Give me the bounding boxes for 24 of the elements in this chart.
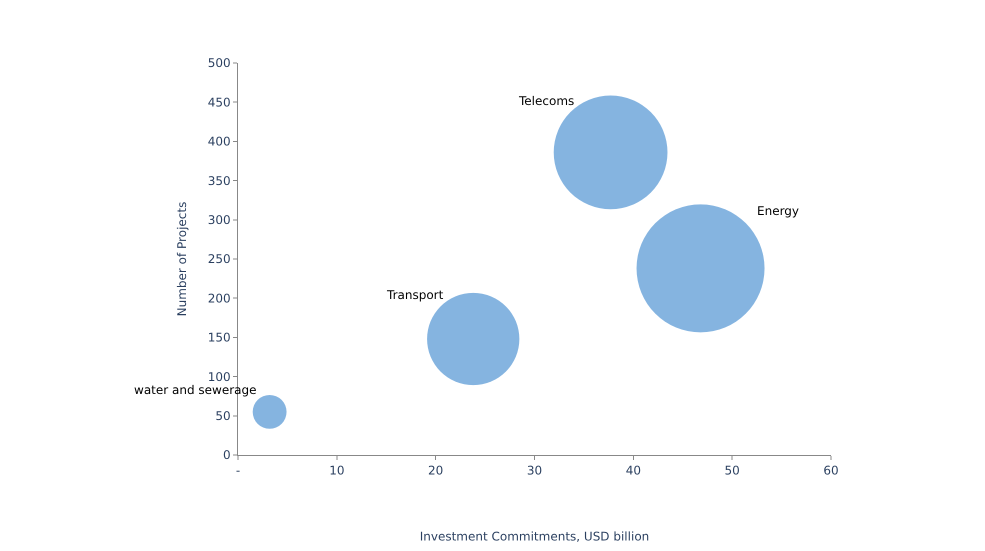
series-label: Telecoms xyxy=(518,94,574,108)
y-tick-label: 300 xyxy=(208,213,231,227)
y-tick-label: 0 xyxy=(222,448,231,462)
x-axis-title: Investment Commitments, USD billion xyxy=(420,529,650,544)
y-tick-label: 400 xyxy=(208,134,231,149)
series-label: Energy xyxy=(757,204,800,218)
x-tick-label: 60 xyxy=(823,463,839,478)
y-tick-label: 200 xyxy=(208,291,231,306)
series-label: water and sewerage xyxy=(134,383,257,397)
y-tick-label: 350 xyxy=(208,174,231,188)
x-tick-label: 10 xyxy=(329,463,344,478)
y-tick-label: 150 xyxy=(208,330,231,345)
y-tick-label: 500 xyxy=(208,56,231,70)
y-tick-label: 100 xyxy=(208,370,231,384)
x-tick-label: 50 xyxy=(724,463,740,478)
x-tick-label: - xyxy=(236,463,240,478)
y-tick-label: 50 xyxy=(215,409,231,423)
y-axis-title: Number of Projects xyxy=(174,202,189,316)
y-tick-label: 250 xyxy=(208,252,231,266)
y-tick-label: 450 xyxy=(208,95,231,110)
x-tick-label: 30 xyxy=(526,463,542,478)
series-label: Transport xyxy=(386,288,444,302)
x-tick-label: 40 xyxy=(626,463,641,478)
x-tick-label: 20 xyxy=(428,463,444,478)
